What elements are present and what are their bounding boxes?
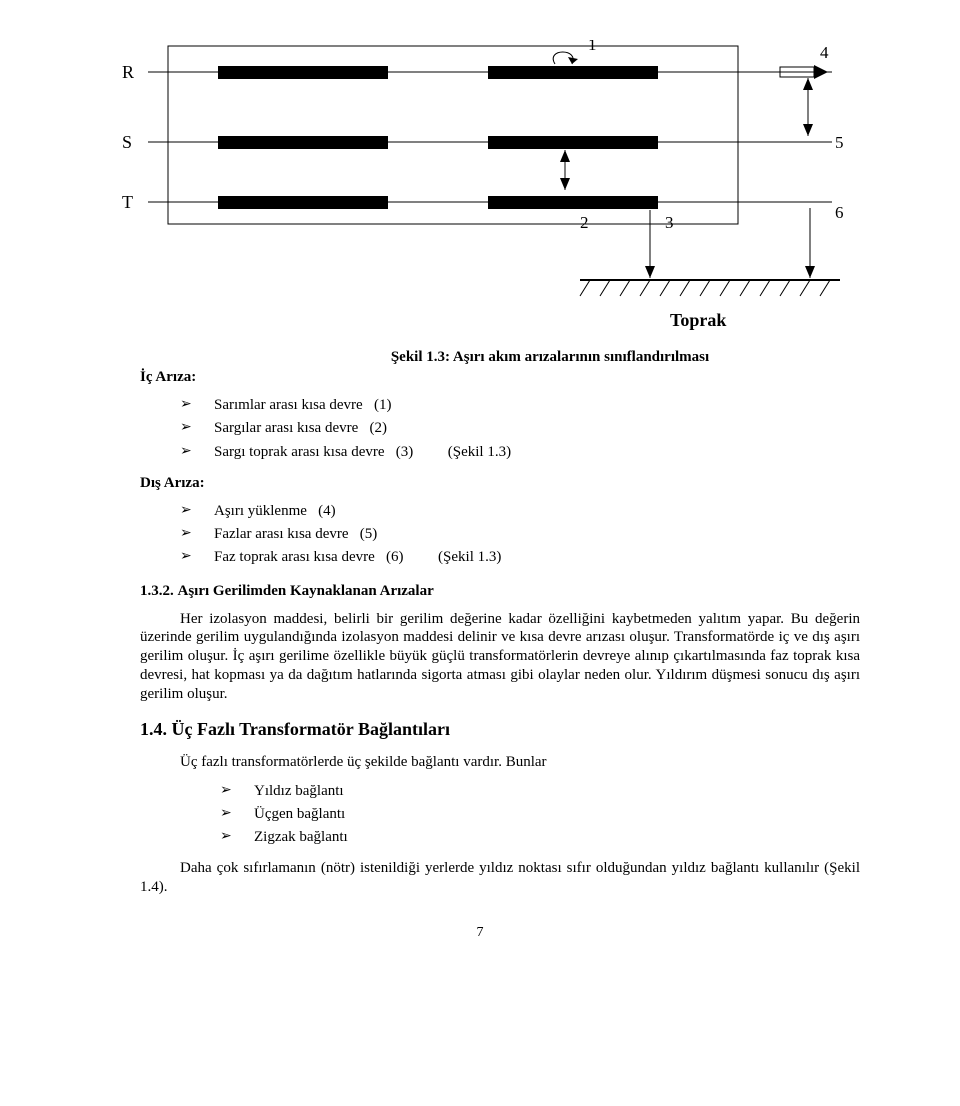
list-item: Yıldız bağlantı: [220, 780, 860, 803]
dis-ariza-list: Aşırı yüklenme (4) Fazlar arası kısa dev…: [180, 500, 860, 570]
figure-caption: Şekil 1.3: Aşırı akım arızalarının sınıf…: [100, 348, 860, 366]
dis-ariza-title: Dış Arıza:: [140, 474, 860, 492]
list-num: (6): [386, 546, 410, 569]
section-num: 1.3.2.: [140, 583, 174, 599]
list-text: Sargı toprak arası kısa devre: [214, 444, 385, 460]
list-text: Faz toprak arası kısa devre: [214, 549, 375, 565]
list-item: Aşırı yüklenme (4): [180, 500, 860, 523]
label-toprak: Toprak: [670, 310, 726, 330]
list-trail: (Şekil 1.3): [410, 549, 501, 565]
list-num: (2): [370, 417, 394, 440]
label-2: 2: [580, 213, 589, 232]
list-num: (5): [360, 523, 384, 546]
label-S: S: [122, 132, 132, 152]
list-text: Aşırı yüklenme: [214, 503, 307, 519]
ic-ariza-list: Sarımlar arası kısa devre (1) Sargılar a…: [180, 394, 860, 464]
section-1-4-heading: 1.4. Üç Fazlı Transformatör Bağlantıları: [140, 719, 860, 741]
circuit-diagram: R S T 1 2 3 4: [110, 40, 850, 335]
list-item: Üçgen bağlantı: [220, 803, 860, 826]
list-item: Sargılar arası kısa devre (2): [180, 417, 860, 440]
ic-ariza-title: İç Arıza:: [140, 368, 860, 386]
list-num: (1): [374, 394, 398, 417]
list-item: Sargı toprak arası kısa devre (3)(Şekil …: [180, 441, 860, 464]
label-6: 6: [835, 203, 844, 222]
label-4: 4: [820, 43, 829, 62]
list-item: Faz toprak arası kısa devre (6)(Şekil 1.…: [180, 546, 860, 569]
section-1-3-2-para: Her izolasyon maddesi, belirli bir geril…: [140, 610, 860, 704]
list-text: Sargılar arası kısa devre: [214, 420, 358, 436]
label-T: T: [122, 192, 133, 212]
list-num: (3): [396, 441, 420, 464]
section-1-3-2-heading: 1.3.2. Aşırı Gerilimden Kaynaklanan Arız…: [140, 582, 860, 600]
list-text: Fazlar arası kısa devre: [214, 526, 349, 542]
baglanti-list: Yıldız bağlantı Üçgen bağlantı Zigzak ba…: [220, 780, 860, 850]
list-item: Sarımlar arası kısa devre (1): [180, 394, 860, 417]
list-num: (4): [318, 500, 342, 523]
label-R: R: [122, 62, 134, 82]
label-1: 1: [588, 40, 597, 54]
page-number: 7: [100, 925, 860, 942]
list-item: Zigzak bağlantı: [220, 826, 860, 849]
figure-1-3: R S T 1 2 3 4: [100, 40, 860, 340]
section-title: Aşırı Gerilimden Kaynaklanan Arızalar: [178, 583, 434, 599]
section-1-4-para: Daha çok sıfırlamanın (nötr) istenildiği…: [140, 859, 860, 897]
label-3: 3: [665, 213, 674, 232]
section-1-4-intro: Üç fazlı transformatörlerde üç şekilde b…: [180, 753, 860, 772]
list-text: Sarımlar arası kısa devre: [214, 397, 363, 413]
label-5: 5: [835, 133, 844, 152]
list-trail: (Şekil 1.3): [420, 444, 511, 460]
list-item: Fazlar arası kısa devre (5): [180, 523, 860, 546]
